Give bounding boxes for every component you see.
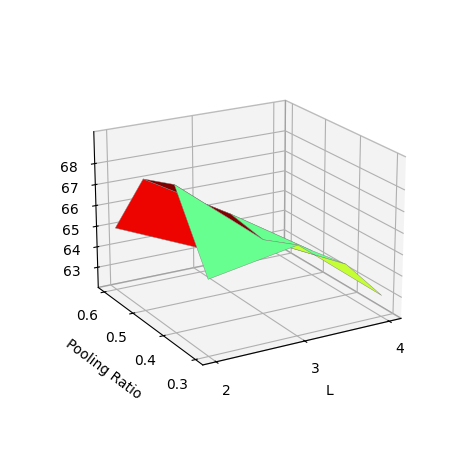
Y-axis label: Pooling Ratio: Pooling Ratio [63, 337, 144, 402]
X-axis label: L: L [326, 385, 334, 398]
